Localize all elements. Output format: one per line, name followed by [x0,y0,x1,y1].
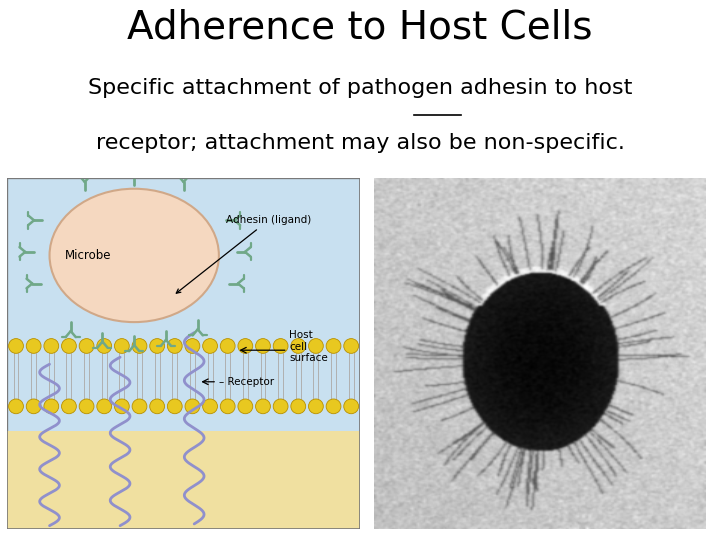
Text: Adherence to Host Cells: Adherence to Host Cells [127,8,593,46]
Circle shape [273,399,288,414]
FancyBboxPatch shape [7,178,360,529]
Circle shape [44,399,59,414]
Circle shape [150,339,165,353]
Circle shape [256,399,271,414]
Circle shape [79,339,94,353]
Text: Microbe: Microbe [65,249,112,262]
FancyBboxPatch shape [7,431,360,529]
Circle shape [185,339,200,353]
Circle shape [220,399,235,414]
Circle shape [343,339,359,353]
Circle shape [26,399,41,414]
Text: receptor; attachment may also be non-specific.: receptor; attachment may also be non-spe… [96,133,624,153]
Circle shape [96,399,112,414]
Circle shape [220,339,235,353]
Circle shape [343,399,359,414]
Circle shape [326,339,341,353]
Circle shape [256,339,271,353]
Circle shape [308,339,323,353]
Circle shape [61,399,76,414]
Circle shape [79,399,94,414]
Circle shape [202,399,217,414]
Circle shape [96,339,112,353]
Circle shape [132,399,147,414]
Text: – Receptor: – Receptor [219,377,274,387]
Circle shape [238,399,253,414]
Circle shape [202,339,217,353]
Circle shape [238,339,253,353]
Circle shape [114,399,130,414]
Circle shape [44,339,59,353]
Circle shape [9,399,24,414]
Text: Specific attachment of pathogen adhesin to host: Specific attachment of pathogen adhesin … [88,78,632,98]
Circle shape [150,399,165,414]
Circle shape [9,339,24,353]
Circle shape [291,339,306,353]
Ellipse shape [50,188,219,322]
Circle shape [167,339,182,353]
Circle shape [26,339,41,353]
Circle shape [273,339,288,353]
Circle shape [114,339,130,353]
Circle shape [61,339,76,353]
Text: Adhesin (ligand): Adhesin (ligand) [176,215,311,293]
Circle shape [167,399,182,414]
Circle shape [291,399,306,414]
Circle shape [308,399,323,414]
Text: Host
cell
surface: Host cell surface [289,330,328,363]
Circle shape [132,339,147,353]
Circle shape [185,399,200,414]
Circle shape [326,399,341,414]
